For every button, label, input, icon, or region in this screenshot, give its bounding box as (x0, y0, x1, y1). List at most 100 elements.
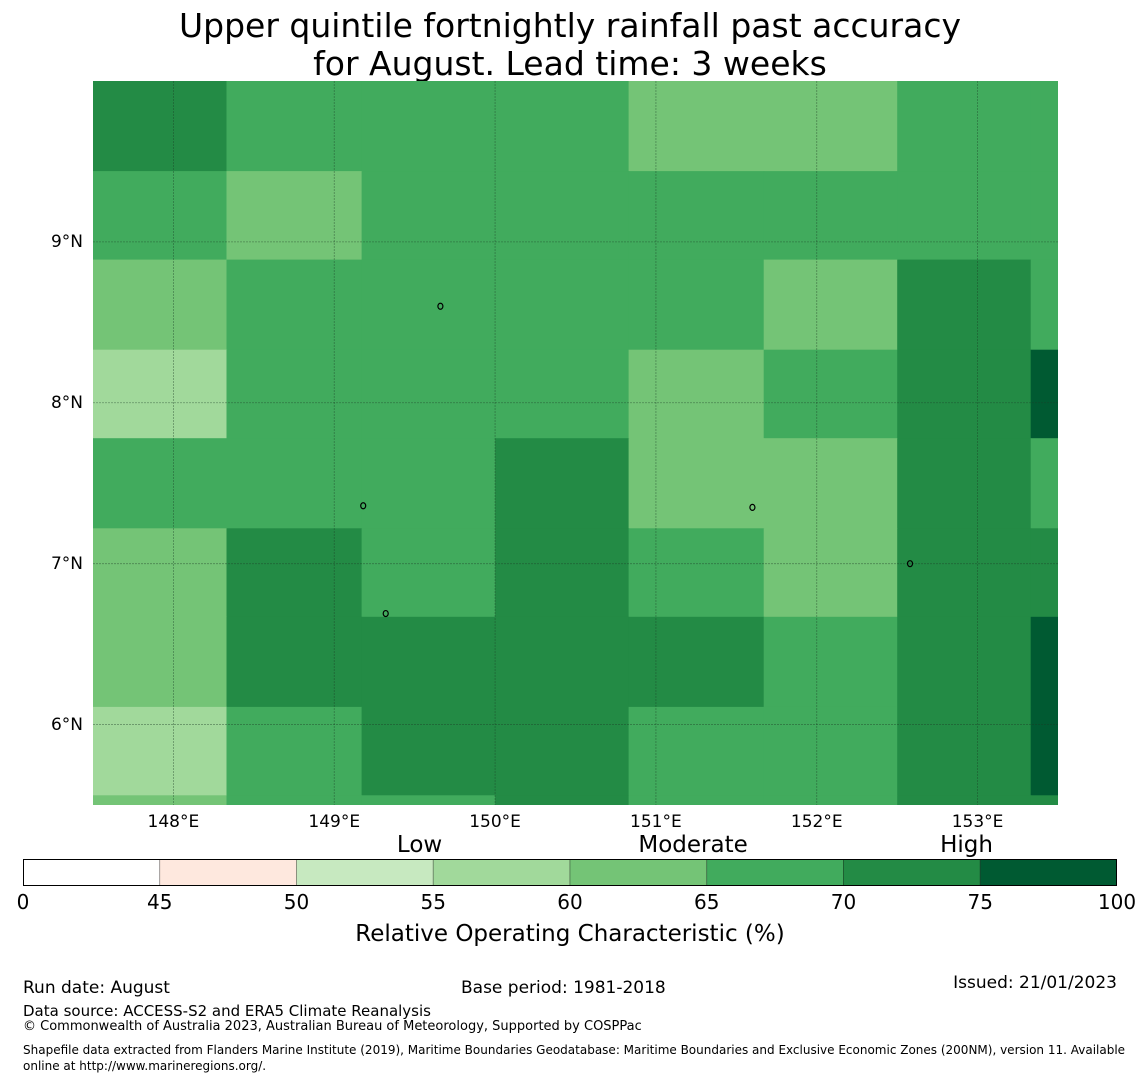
map-cell (361, 528, 496, 618)
base-period: Base period: 1981-2018 (461, 978, 666, 998)
map-cell (361, 171, 496, 261)
issued-date: Issued: 21/01/2023 (953, 973, 1117, 993)
map-cell (361, 438, 496, 529)
map-cell (226, 171, 363, 261)
map-cell (226, 349, 363, 439)
map-cell (93, 171, 228, 261)
latitude-label: 9°N (50, 231, 83, 252)
map-cell (897, 81, 1032, 172)
map-cell (897, 528, 1032, 618)
map-cell (763, 81, 898, 172)
map-title-line-2: for August. Lead time: 3 weeks (313, 44, 827, 83)
map-cell (495, 616, 630, 708)
map-cell (897, 438, 1032, 529)
category-label: Moderate (638, 832, 748, 858)
map-cell (897, 259, 1032, 351)
map-cell (495, 438, 630, 529)
map-cell (361, 259, 496, 351)
map-cell (897, 795, 1032, 805)
map-cell (226, 528, 363, 618)
longitude-label: 150°E (469, 812, 521, 832)
longitude-label: 149°E (308, 812, 361, 832)
map-cell (628, 349, 765, 439)
longitude-label: 153°E (951, 812, 1004, 832)
shapefile-credit: Shapefile data extracted from Flanders M… (23, 1043, 1126, 1073)
island-outline (360, 502, 367, 510)
map-cell (763, 171, 898, 261)
map-cell (93, 528, 228, 618)
colorbar-tick-label: 60 (557, 890, 583, 914)
longitude-label: 148°E (147, 812, 200, 832)
map-cell (495, 349, 630, 439)
map-cell (361, 349, 496, 439)
map-cell (93, 438, 228, 529)
map-cell (897, 349, 1032, 439)
island-outline (749, 503, 756, 511)
colorbar-border (23, 859, 1117, 886)
map-cell (495, 795, 630, 805)
map-cell (495, 706, 630, 796)
map-cell (361, 616, 496, 708)
colorbar-segment (843, 859, 981, 886)
map-cell (628, 706, 765, 796)
colorbar-tick-label: 50 (283, 890, 310, 914)
map-cell (226, 795, 363, 805)
run-date: Run date: August (23, 978, 170, 998)
latitude-label: 6°N (50, 714, 83, 735)
longitude-label: 152°E (790, 812, 843, 832)
colorbar-segment (296, 859, 434, 886)
map-cell (1030, 438, 1058, 529)
map-cell (93, 259, 228, 351)
map-cell (495, 81, 630, 172)
colorbar-segment (979, 859, 1117, 886)
map-cell (1030, 528, 1058, 618)
map-cell (93, 81, 228, 172)
copyright-notice: © Commonwealth of Australia 2023, Austra… (23, 1019, 642, 1034)
colorbar-tick-label: 65 (694, 890, 720, 914)
colorbar-segment (159, 859, 297, 886)
map-cell (763, 616, 898, 708)
map-cell (361, 81, 496, 172)
map-cell (226, 616, 363, 708)
map-cell (1030, 81, 1058, 172)
latitude-label: 7°N (50, 553, 83, 574)
map-cell (93, 795, 228, 805)
colorbar-tick-label: 0 (16, 890, 30, 914)
map-cell (1030, 706, 1058, 796)
colorbar-tick-label: 55 (420, 890, 446, 914)
map-cell (1030, 795, 1058, 805)
colorbar (23, 859, 1117, 886)
map-cell (628, 171, 765, 261)
map-cell (628, 438, 765, 529)
map-cell (1030, 616, 1058, 708)
map-cell (763, 706, 898, 796)
map-cell (495, 259, 630, 351)
map-cell (897, 171, 1032, 261)
map-cell (495, 528, 630, 618)
map-cell (226, 438, 363, 529)
colorbar-segment (569, 859, 708, 886)
map-cell (361, 795, 496, 805)
map-cell (1030, 349, 1058, 439)
island-outline (437, 302, 444, 310)
map-cell (763, 438, 898, 529)
latitude-label: 8°N (50, 392, 83, 413)
colorbar-tick-label: 100 (1097, 890, 1137, 914)
island-outline (906, 560, 914, 568)
map-cell (1030, 171, 1058, 261)
longitude-label: 151°E (630, 812, 682, 832)
colorbar-label: Relative Operating Characteristic (%) (355, 921, 785, 947)
map-cell (763, 528, 898, 618)
map-title-line-1: Upper quintile fortnightly rainfall past… (178, 6, 962, 45)
map-cell (628, 528, 765, 618)
data-source: Data source: ACCESS-S2 and ERA5 Climate … (23, 1002, 431, 1020)
map-cell (226, 259, 363, 351)
map-cell (763, 259, 898, 351)
colorbar-tick-label: 70 (830, 890, 857, 914)
map-cell (1030, 259, 1058, 351)
rainfall-accuracy-map (93, 81, 1058, 805)
map-cell (93, 349, 228, 439)
map-cell (628, 795, 765, 805)
map-cell (226, 81, 363, 172)
map-cell (897, 616, 1032, 708)
